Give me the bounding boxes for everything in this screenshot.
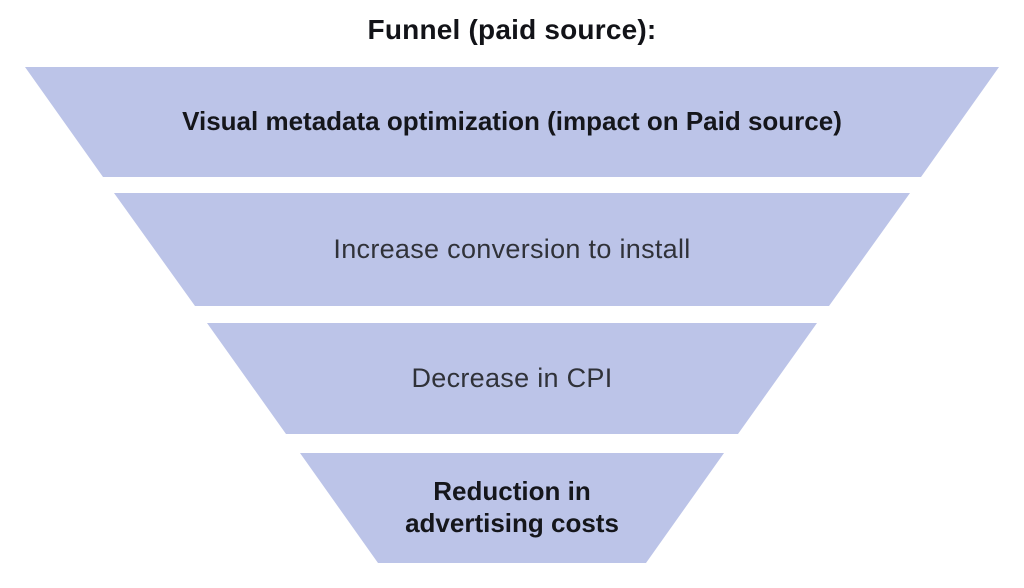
funnel-segment-reduction-advertising-costs: Reduction in advertising costs bbox=[300, 453, 724, 563]
funnel-segment-increase-conversion: Increase conversion to install bbox=[114, 193, 910, 306]
funnel-segment-decrease-cpi: Decrease in CPI bbox=[207, 323, 817, 434]
funnel-segment-visual-metadata-optimization: Visual metadata optimization (impact on … bbox=[25, 67, 999, 177]
funnel-segment-label: Decrease in CPI bbox=[411, 363, 613, 394]
funnel-segment-label: Increase conversion to install bbox=[333, 234, 691, 265]
page-title: Funnel (paid source): bbox=[367, 14, 657, 45]
funnel-segment-label: Reduction in advertising costs bbox=[405, 476, 619, 538]
funnel-segment-label: Visual metadata optimization (impact on … bbox=[182, 106, 842, 137]
